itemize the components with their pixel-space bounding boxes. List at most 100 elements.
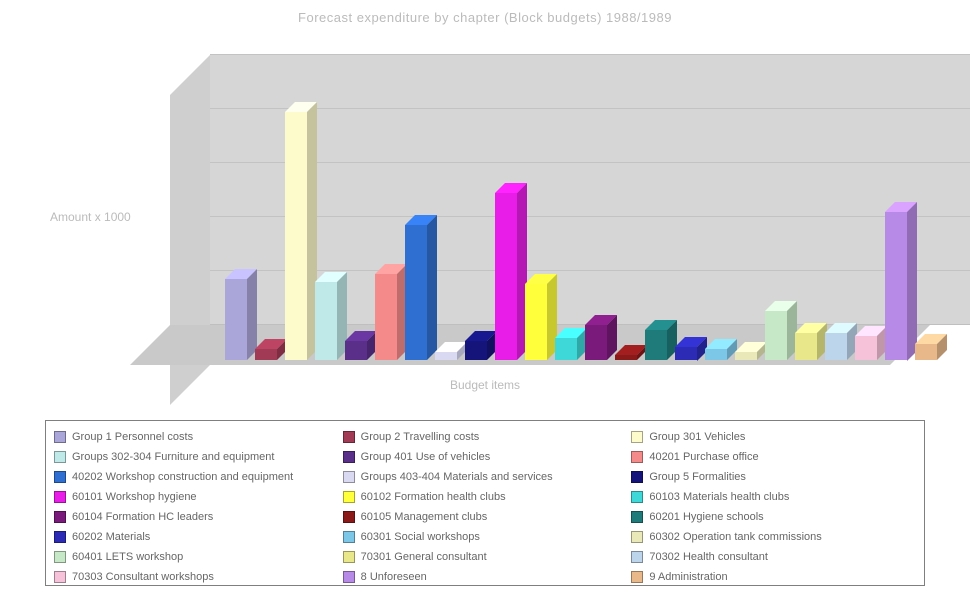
y-axis-label: Amount x 1000 (50, 210, 131, 224)
legend-label: 60101 Workshop hygiene (72, 491, 197, 503)
legend-label: 9 Administration (649, 571, 727, 583)
legend-label: Groups 302-304 Furniture and equipment (72, 451, 274, 463)
legend-label: Group 401 Use of vehicles (361, 451, 491, 463)
legend-swatch (343, 471, 355, 483)
bar (375, 274, 397, 360)
legend-item: 60301 Social workshops (343, 527, 628, 547)
legend-label: 60201 Hygiene schools (649, 511, 763, 523)
bar (795, 333, 817, 360)
bars-group (225, 60, 965, 360)
legend-swatch (631, 571, 643, 583)
bar (885, 212, 907, 361)
legend-label: Group 1 Personnel costs (72, 431, 193, 443)
legend-swatch (54, 531, 66, 543)
bar (465, 341, 487, 360)
legend-item: 60104 Formation HC leaders (54, 507, 339, 527)
legend-label: 60104 Formation HC leaders (72, 511, 213, 523)
legend-item: 60105 Management clubs (343, 507, 628, 527)
chart-title: Forecast expenditure by chapter (Block b… (0, 10, 970, 25)
legend-item: 60202 Materials (54, 527, 339, 547)
legend-swatch (54, 491, 66, 503)
legend-item: 60201 Hygiene schools (631, 507, 916, 527)
legend-label: 60301 Social workshops (361, 531, 480, 543)
legend-label: Groups 403-404 Materials and services (361, 471, 553, 483)
legend-swatch (631, 511, 643, 523)
legend-item: Groups 403-404 Materials and services (343, 467, 628, 487)
legend-swatch (343, 431, 355, 443)
bar (525, 284, 547, 360)
bar (645, 330, 667, 360)
x-axis-label: Budget items (0, 378, 970, 392)
legend-swatch (631, 471, 643, 483)
legend-item: Group 2 Travelling costs (343, 427, 628, 447)
legend-label: 8 Unforeseen (361, 571, 427, 583)
legend-swatch (343, 531, 355, 543)
legend-swatch (631, 491, 643, 503)
legend-label: 60202 Materials (72, 531, 150, 543)
legend-item: Group 1 Personnel costs (54, 427, 339, 447)
legend-item: 70301 General consultant (343, 547, 628, 567)
bar (285, 112, 307, 360)
legend-label: 70302 Health consultant (649, 551, 768, 563)
legend-swatch (54, 431, 66, 443)
bar (405, 225, 427, 360)
legend-swatch (54, 571, 66, 583)
legend-label: 70303 Consultant workshops (72, 571, 214, 583)
legend-swatch (54, 511, 66, 523)
legend-item: 40201 Purchase office (631, 447, 916, 467)
legend-swatch (343, 571, 355, 583)
legend-swatch (631, 531, 643, 543)
legend-label: 60302 Operation tank commissions (649, 531, 821, 543)
legend-swatch (343, 511, 355, 523)
legend-item: 40202 Workshop construction and equipmen… (54, 467, 339, 487)
bar (735, 352, 757, 360)
bar (435, 352, 457, 360)
legend-swatch (343, 551, 355, 563)
legend-swatch (54, 551, 66, 563)
legend-item: 60401 LETS workshop (54, 547, 339, 567)
legend-item: 60101 Workshop hygiene (54, 487, 339, 507)
legend-item: Group 401 Use of vehicles (343, 447, 628, 467)
legend-item: Groups 302-304 Furniture and equipment (54, 447, 339, 467)
bar (225, 279, 247, 360)
bar (915, 344, 937, 360)
bar (495, 193, 517, 360)
bar (825, 333, 847, 360)
bar (705, 349, 727, 360)
legend-item: 70302 Health consultant (631, 547, 916, 567)
legend-label: Group 2 Travelling costs (361, 431, 480, 443)
legend-label: 60401 LETS workshop (72, 551, 183, 563)
legend-swatch (631, 431, 643, 443)
legend-item: 60302 Operation tank commissions (631, 527, 916, 547)
legend-label: 60103 Materials health clubs (649, 491, 789, 503)
bar (855, 336, 877, 360)
legend-swatch (631, 551, 643, 563)
legend-item: 60102 Formation health clubs (343, 487, 628, 507)
bar (585, 325, 607, 360)
plot-area (170, 45, 930, 365)
chart-container: Forecast expenditure by chapter (Block b… (0, 0, 970, 604)
legend-swatch (343, 491, 355, 503)
bar (615, 355, 637, 360)
legend-item: 70303 Consultant workshops (54, 567, 339, 587)
legend-swatch (343, 451, 355, 463)
legend-label: Group 301 Vehicles (649, 431, 745, 443)
legend-label: 70301 General consultant (361, 551, 487, 563)
legend-item: 8 Unforeseen (343, 567, 628, 587)
legend-label: 40202 Workshop construction and equipmen… (72, 471, 293, 483)
legend-swatch (54, 471, 66, 483)
bar (765, 311, 787, 360)
legend-swatch (54, 451, 66, 463)
legend-item: Group 5 Formalities (631, 467, 916, 487)
bar (555, 338, 577, 360)
bar (315, 282, 337, 360)
legend-label: 60102 Formation health clubs (361, 491, 506, 503)
legend-label: 60105 Management clubs (361, 511, 488, 523)
legend-label: 40201 Purchase office (649, 451, 758, 463)
legend-item: Group 301 Vehicles (631, 427, 916, 447)
legend-item: 9 Administration (631, 567, 916, 587)
bar (255, 349, 277, 360)
legend-label: Group 5 Formalities (649, 471, 746, 483)
bar (675, 347, 697, 361)
legend: Group 1 Personnel costs Group 2 Travellin… (45, 420, 925, 586)
